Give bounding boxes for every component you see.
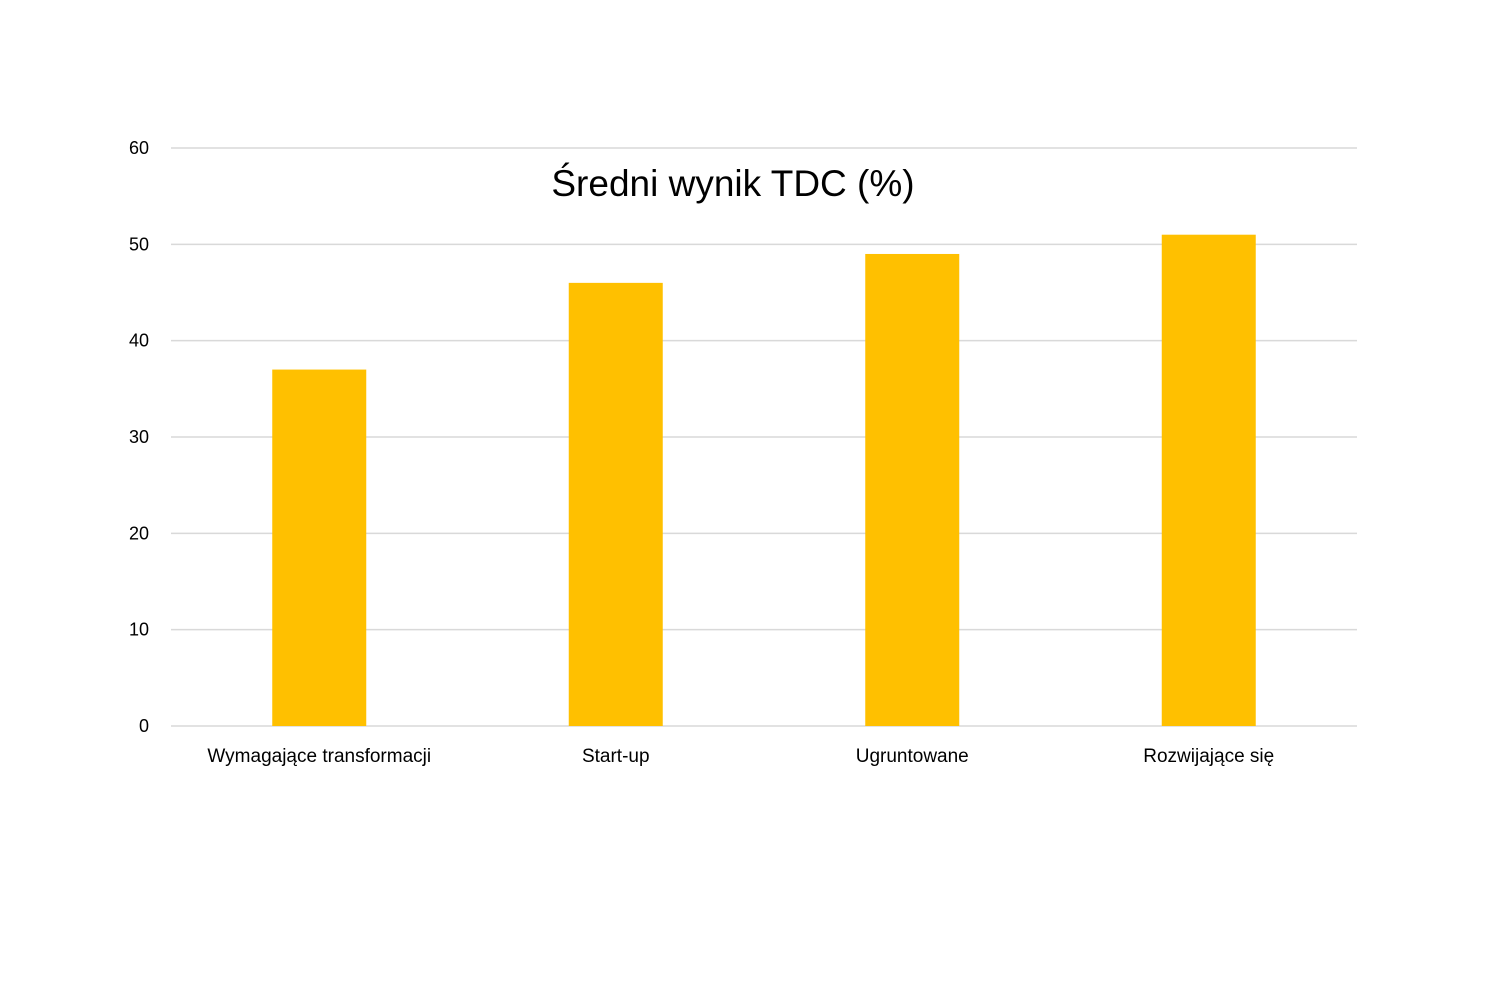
x-axis-category-labels: Wymagające transformacji Start-up Ugruntow… [207,746,1274,767]
bar-3 [1161,234,1256,726]
bars [272,234,1256,726]
y-tick-label: 60 [129,138,149,158]
x-category-label: Wymagające transformacji [207,746,431,767]
chart-title: Średni wynik TDC (%) [551,162,914,204]
bar-1 [568,282,663,726]
bar-0 [272,369,367,726]
gridlines [171,147,1357,727]
x-category-label: Ugruntowane [856,746,969,767]
y-tick-label: 10 [129,620,149,640]
x-category-label: Start-up [582,746,650,767]
y-tick-label: 30 [129,427,149,447]
y-axis-tick-labels: 0 10 20 30 40 50 60 [129,138,149,736]
y-tick-label: 0 [139,716,149,736]
y-tick-label: 50 [129,234,149,254]
y-tick-label: 20 [129,523,149,543]
y-tick-label: 40 [129,331,149,351]
bar-2 [865,253,960,726]
x-category-label: Rozwijające się [1143,746,1274,767]
